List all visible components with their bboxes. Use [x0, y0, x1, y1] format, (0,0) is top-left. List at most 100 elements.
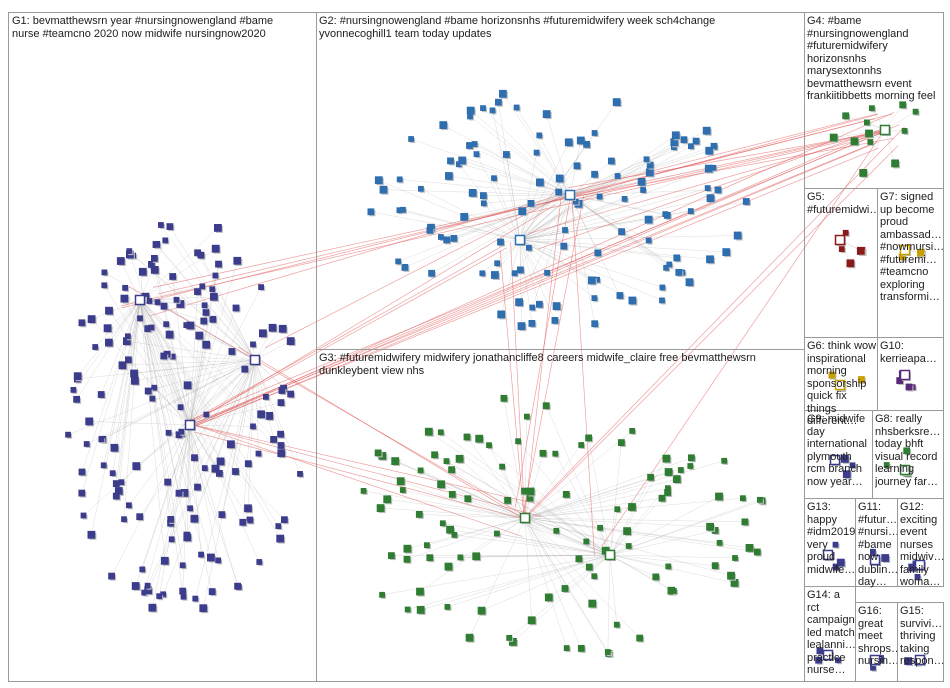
network-node: [829, 133, 838, 142]
network-node: [235, 584, 242, 590]
network-node: [167, 516, 175, 523]
network-node: [437, 429, 444, 436]
network-node: [645, 237, 652, 244]
network-edge: [101, 299, 141, 395]
network-node: [250, 341, 256, 348]
network-edge: [512, 554, 611, 643]
network-edge: [235, 359, 256, 472]
network-node: [262, 393, 269, 400]
network-node: [443, 458, 450, 465]
network-node: [835, 657, 841, 664]
network-node: [629, 427, 636, 434]
hub-node: [822, 649, 834, 661]
network-node: [881, 554, 890, 562]
group-panel-g8: [872, 410, 944, 499]
network-node: [578, 442, 585, 448]
network-edge: [519, 144, 587, 241]
network-edge: [254, 359, 301, 474]
network-edge: [555, 453, 611, 556]
network-edge: [519, 203, 532, 241]
network-edge: [148, 359, 256, 392]
network-edge: [254, 359, 259, 454]
network-node: [138, 267, 147, 276]
network-node: [585, 434, 592, 442]
network-edge: [524, 457, 692, 519]
network-node: [197, 251, 205, 259]
network-edge: [524, 517, 640, 639]
network-edge: [189, 291, 198, 426]
network-node: [105, 338, 113, 347]
network-node: [255, 450, 262, 457]
network-node: [604, 649, 611, 655]
network-node: [65, 431, 71, 438]
network-edge: [519, 239, 592, 281]
network-edge: [77, 299, 141, 377]
network-node: [208, 588, 216, 595]
network-node: [439, 121, 448, 129]
network-node: [551, 316, 559, 324]
network-edge: [609, 500, 763, 556]
hub-node: [134, 294, 146, 306]
hub-node: [604, 549, 616, 561]
network-node: [87, 315, 96, 324]
network-node: [838, 246, 845, 253]
network-node: [544, 269, 550, 276]
network-edge: [120, 260, 141, 301]
network-edge: [524, 488, 668, 519]
network-node: [849, 462, 856, 469]
network-edge: [510, 242, 526, 519]
network-node: [199, 604, 208, 613]
network-edge: [83, 359, 256, 516]
network-edge: [519, 175, 618, 241]
network-node: [157, 222, 164, 228]
network-node: [387, 552, 395, 559]
network-node: [745, 544, 754, 552]
network-edge: [519, 142, 569, 241]
network-edge: [609, 509, 618, 556]
network-node: [506, 635, 513, 641]
network-edge: [189, 351, 233, 426]
network-node: [612, 98, 621, 106]
network-node: [742, 198, 750, 205]
network-edge: [524, 145, 899, 519]
network-edge: [158, 196, 573, 295]
network-node: [166, 223, 174, 231]
network-node: [647, 473, 654, 481]
network-node: [526, 487, 535, 496]
network-edge: [569, 159, 647, 196]
network-edge: [154, 387, 191, 426]
network-edge: [575, 130, 883, 200]
network-edge: [139, 299, 212, 558]
network-node: [116, 257, 125, 265]
network-node: [403, 544, 412, 553]
network-node: [597, 524, 603, 531]
network-edge: [524, 517, 758, 553]
network-node: [583, 538, 590, 545]
network-node: [190, 514, 199, 523]
network-node: [277, 442, 285, 449]
network-edge: [189, 319, 214, 426]
network-node: [213, 223, 222, 232]
network-edge: [524, 498, 663, 519]
network-edge: [402, 489, 526, 519]
network-node: [517, 322, 526, 331]
group-panel-g7: [877, 188, 944, 338]
network-edge: [519, 152, 537, 241]
network-node: [376, 504, 385, 513]
network-node: [475, 434, 484, 443]
network-node: [687, 208, 694, 215]
network-node: [497, 310, 506, 319]
network-edge: [184, 424, 191, 493]
network-edge: [569, 194, 667, 268]
network-node: [203, 411, 210, 418]
network-edge: [160, 224, 256, 361]
network-edge: [519, 239, 557, 307]
network-node: [527, 199, 535, 207]
network-node: [112, 492, 120, 500]
network-node: [270, 435, 278, 443]
network-node: [439, 520, 446, 527]
network-node: [198, 551, 205, 558]
network-node: [643, 156, 650, 163]
network-edge: [189, 424, 238, 587]
